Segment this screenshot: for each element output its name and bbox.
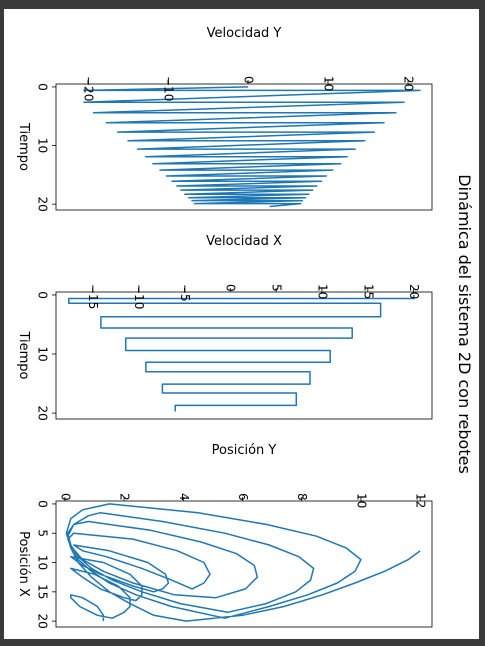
value-tick-label: 8	[295, 493, 309, 501]
plot-frame	[55, 291, 433, 420]
value-tick-label: −15	[86, 284, 100, 309]
figure-canvas: Dinámica del sistema 2D con rebotes −20−…	[16, 26, 474, 629]
time-tick-label: 0	[36, 291, 50, 299]
time-axis-label: Posición X	[16, 531, 31, 597]
value-tick-label: 5	[270, 284, 284, 292]
value-tick-label: −10	[132, 284, 146, 309]
value-tick-label: 2	[118, 493, 132, 501]
time-tick-label: 10	[36, 555, 50, 570]
value-tick-label: 10	[316, 284, 330, 299]
figure-sheet: Dinámica del sistema 2D con rebotes −20−…	[4, 9, 479, 639]
value-tick-label: 0	[58, 493, 72, 501]
plot-frame	[55, 83, 433, 211]
chart-panel-1: −20 −10 0 10 20 0 10 20 Velocidad Y Tiempo	[16, 26, 433, 212]
time-tick-label: 10	[36, 138, 50, 153]
time-tick-label: 15	[36, 584, 50, 599]
time-tick-label: 0	[36, 500, 50, 508]
figure-suptitle: Dinámica del sistema 2D con rebotes	[455, 174, 474, 474]
time-tick-label: 5	[36, 529, 50, 537]
value-tick-label: 10	[322, 76, 336, 91]
value-tick-label: 6	[236, 493, 250, 501]
value-tick-label: 0	[242, 76, 256, 84]
chart-panel-2: −15 −10 −5 0 5 10 15 20 0 10 20 Velocidad X Tiempo	[16, 234, 433, 421]
time-tick-label: 20	[36, 196, 50, 211]
series-line-1	[68, 295, 415, 412]
value-axis-label: Velocidad Y	[207, 26, 282, 41]
value-tick-label: 20	[407, 284, 421, 299]
chart-panel-3: 0 2 4 6 8 10 12 0 5 10 15 20 Posición Y Posición X	[16, 443, 433, 629]
value-axis-label: Posición Y	[212, 443, 277, 458]
series-line-1	[83, 86, 421, 208]
value-tick-label: 20	[402, 76, 416, 91]
value-tick-label: −10	[162, 76, 176, 101]
time-tick-label: 10	[36, 346, 50, 361]
value-tick-label: −5	[178, 284, 192, 302]
value-tick-label: 4	[177, 493, 191, 501]
value-tick-label: 0	[224, 284, 238, 292]
value-tick-label: 15	[361, 284, 375, 299]
value-tick-label: 12	[414, 493, 428, 508]
plot-frame	[55, 500, 433, 628]
value-axis-label: Velocidad X	[206, 234, 282, 249]
value-tick-label: −20	[82, 76, 96, 101]
series-line-1	[65, 503, 421, 622]
time-axis-label: Tiempo	[16, 122, 31, 171]
time-tick-label: 20	[36, 405, 50, 420]
time-axis-label: Tiempo	[16, 330, 31, 379]
value-tick-label: 10	[354, 493, 368, 508]
time-tick-label: 20	[36, 613, 50, 628]
time-tick-label: 0	[36, 83, 50, 91]
